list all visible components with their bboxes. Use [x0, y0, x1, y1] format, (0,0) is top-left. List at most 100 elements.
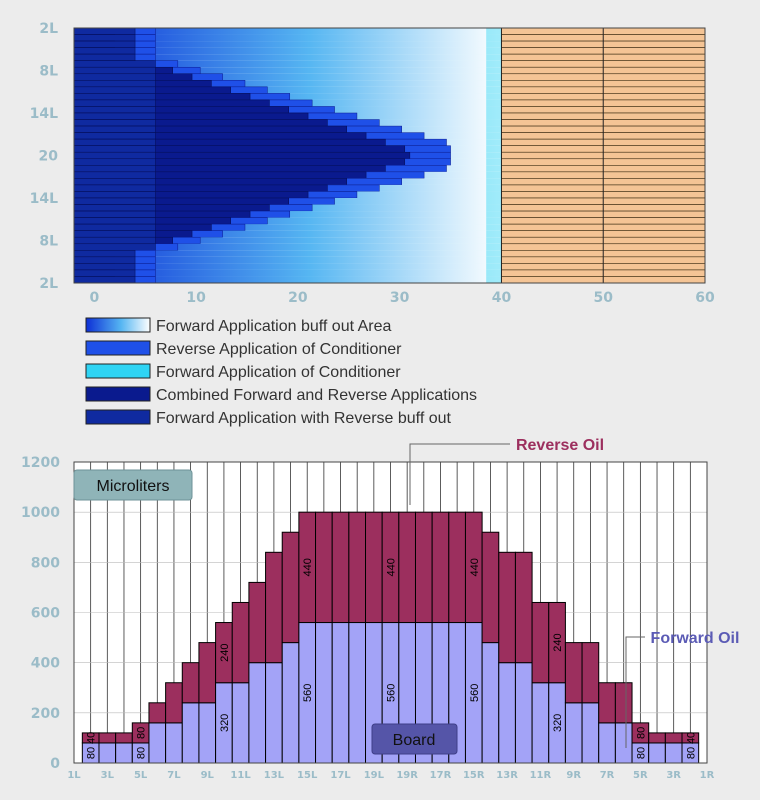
lane-forward: [486, 113, 502, 120]
lane-forward: [486, 99, 502, 107]
lane-buff-area: [74, 243, 502, 251]
forward-oil-bar: [598, 722, 616, 764]
xlabel-box: [371, 723, 458, 755]
lane-forward: [486, 250, 502, 257]
xlabel-text: Board: [393, 732, 436, 749]
reverse-oil-bar: [165, 682, 183, 724]
legend-label: Reverse Application of Conditioner: [156, 341, 402, 358]
bar-value-label: 80: [136, 747, 148, 759]
reverse-oil-bar: [98, 732, 117, 744]
bar-value-label: 80: [635, 727, 647, 739]
x-tick-label: 7L: [167, 770, 181, 781]
lane-forward: [486, 165, 502, 172]
x-tick-label: 7R: [600, 770, 615, 781]
reverse-oil-bar: [431, 511, 450, 624]
lane-forward: [486, 191, 502, 198]
bar-value-label: 440: [302, 558, 314, 576]
legend-label: Forward Application buff out Area: [156, 318, 392, 335]
x-tick-label: 13L: [264, 770, 285, 781]
lane-forward: [486, 256, 502, 264]
reverse-oil-bar: [414, 511, 433, 624]
reverse-oil-bar: [614, 682, 633, 724]
lane-buff-area: [74, 263, 502, 270]
forward-oil-bar: [281, 642, 300, 764]
lane-forward: [486, 41, 502, 48]
bar-value-label: 320: [219, 714, 231, 732]
plot-border: [73, 461, 708, 764]
y-tick-label: 1000: [21, 505, 60, 521]
reverse-oil-bar: [248, 581, 267, 664]
forward-oil-bar: [648, 742, 666, 764]
lane-forward: [486, 86, 502, 94]
lane-buff-area: [74, 86, 502, 94]
lane-forward: [486, 93, 502, 100]
lane-forward: [486, 204, 502, 212]
lane-forward: [486, 28, 502, 35]
lane-forward: [486, 54, 502, 61]
reverse-oil-bar: [514, 551, 533, 664]
forward-oil-bar: [198, 702, 217, 764]
reverse-oil-bar: [198, 642, 217, 704]
reverse-oil-bar: [115, 732, 133, 744]
x-tick-label: 5R: [633, 770, 648, 781]
plot-border: [73, 27, 706, 284]
x-tick-label: 15L: [297, 770, 318, 781]
lane-forward: [486, 60, 502, 68]
lane-forward: [486, 269, 502, 277]
forward-oil-leader: [625, 636, 645, 748]
lane-buff-area: [74, 269, 502, 277]
lane-forward: [486, 171, 502, 179]
forward-oil-bar: [514, 662, 533, 764]
reverse-oil-bar: [498, 551, 516, 664]
forward-oil-bar: [98, 742, 117, 764]
y-tick-label: 14L: [30, 106, 58, 122]
y-tick-label: 14L: [30, 191, 58, 207]
lane-forward: [486, 139, 502, 146]
x-tick-label: 17R: [430, 770, 452, 781]
lane-forward: [486, 145, 502, 153]
lane-forward: [486, 132, 502, 140]
x-tick-label: 9R: [566, 770, 581, 781]
reverse-oil-bar: [664, 732, 683, 744]
lane-chart: 2L 8L 14L 20 14L 8L 2L 0 10 20 30 40 50 60 Forward App…: [30, 21, 715, 427]
x-tick-label: 5L: [134, 770, 148, 781]
bar-value-label: 560: [386, 684, 398, 702]
lane-buff-area: [74, 80, 502, 87]
forward-oil-bar: [481, 642, 500, 764]
legend-swatch: [85, 317, 151, 333]
forward-oil-bar: [315, 622, 333, 764]
reverse-oil-bar: [331, 511, 350, 624]
lane-buff-area: [74, 256, 502, 264]
x-tick-label: 40: [492, 290, 512, 306]
legend-swatch: [85, 409, 151, 425]
x-tick-label: 9L: [201, 770, 215, 781]
reverse-oil-bar: [281, 531, 300, 644]
y-tick-label: 800: [31, 555, 60, 571]
ylabel-text: Microliters: [97, 478, 170, 495]
lane-buff-area: [74, 224, 502, 231]
forward-oil-bar: [248, 662, 267, 764]
bar-value-label: 440: [469, 558, 481, 576]
x-tick-label: 1R: [700, 770, 715, 781]
lane-forward: [486, 73, 502, 81]
y-tick-label: 0: [50, 756, 60, 772]
lane-buff-area: [74, 237, 502, 244]
lane-buff-area: [74, 41, 502, 48]
x-tick-label: 17L: [330, 770, 351, 781]
lane-buff-area: [74, 276, 502, 283]
bar-value-label: 560: [302, 684, 314, 702]
lane-buff-area: [74, 60, 502, 68]
reverse-oil-bar: [481, 531, 500, 644]
lane-forward: [486, 126, 502, 133]
y-tick-label: 200: [31, 706, 60, 722]
lane-buff-area: [74, 73, 502, 81]
reverse-oil-bar: [598, 682, 616, 724]
x-tick-label: 3R: [666, 770, 681, 781]
legend-label: Forward Application of Conditioner: [156, 364, 401, 381]
reverse-oil-bar: [581, 642, 600, 704]
lane-forward: [486, 158, 502, 166]
y-tick-label: 400: [31, 656, 60, 672]
x-tick-label: 10: [186, 290, 206, 306]
y-tick-label: 600: [31, 606, 60, 622]
x-tick-label: 19L: [364, 770, 385, 781]
